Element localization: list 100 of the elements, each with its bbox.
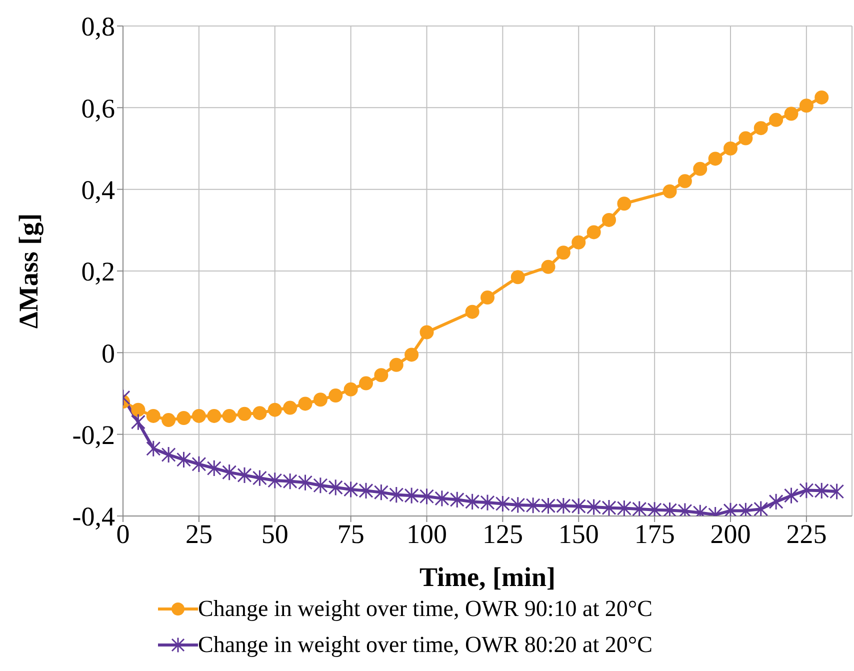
point xyxy=(465,493,480,510)
point xyxy=(799,98,814,113)
point xyxy=(404,348,419,362)
point xyxy=(359,376,373,390)
point xyxy=(830,482,844,500)
point xyxy=(617,196,632,211)
y-axis-title: ΔMass [g] xyxy=(14,213,44,329)
point xyxy=(693,162,708,176)
point xyxy=(298,396,312,411)
point xyxy=(389,358,404,372)
point xyxy=(784,487,798,504)
point xyxy=(541,260,556,274)
point xyxy=(268,472,282,490)
point xyxy=(754,121,768,136)
point xyxy=(616,500,632,516)
point xyxy=(131,402,146,417)
x-tick-label: 50 xyxy=(261,519,288,550)
y-tick-label: 0,8 xyxy=(81,12,115,42)
point xyxy=(176,411,191,425)
point xyxy=(146,440,161,458)
point xyxy=(237,466,252,484)
y-tick-label: 0 xyxy=(102,338,115,368)
point xyxy=(283,400,298,415)
legend-label: Change in weight over time, OWR 90:10 at 20°C xyxy=(198,596,652,622)
point xyxy=(328,388,343,403)
point xyxy=(814,482,829,500)
point xyxy=(192,456,206,473)
point xyxy=(404,487,419,504)
point xyxy=(708,152,722,166)
point xyxy=(556,246,570,260)
x-tick-label: 75 xyxy=(337,519,364,550)
point xyxy=(328,478,343,496)
point xyxy=(738,131,753,146)
point xyxy=(480,290,494,305)
point xyxy=(313,392,328,407)
point xyxy=(602,212,616,227)
point xyxy=(602,499,616,516)
x-tick-label: 175 xyxy=(634,519,675,550)
point xyxy=(238,406,252,421)
x-axis-title: Time, [min] xyxy=(420,562,556,592)
point xyxy=(434,490,450,507)
x-tick-label: 225 xyxy=(786,519,827,550)
point xyxy=(632,500,647,516)
point xyxy=(222,464,237,481)
point xyxy=(571,498,586,515)
point xyxy=(586,225,601,240)
y-tick-label: 0,2 xyxy=(81,256,115,287)
point xyxy=(480,494,495,512)
point xyxy=(465,304,480,319)
point xyxy=(586,498,602,516)
point xyxy=(769,112,784,127)
point xyxy=(541,497,556,514)
point xyxy=(724,142,738,156)
point xyxy=(313,476,328,494)
point xyxy=(358,482,374,500)
x-tick-label: 100 xyxy=(406,519,447,550)
point xyxy=(146,408,160,423)
point xyxy=(572,235,586,250)
point xyxy=(252,469,267,487)
point xyxy=(130,414,146,431)
point xyxy=(784,106,798,121)
legend-label: Change in weight over time, OWR 80:20 at 20°C xyxy=(198,632,652,658)
point xyxy=(252,406,267,420)
point xyxy=(526,496,540,514)
x-tick-label: 25 xyxy=(185,519,212,550)
point xyxy=(344,480,358,498)
x-tick-label: 150 xyxy=(558,519,599,550)
point xyxy=(814,90,829,104)
point xyxy=(420,325,434,340)
point xyxy=(268,402,282,417)
point xyxy=(799,482,814,499)
y-tick-label: -0,4 xyxy=(72,502,116,532)
y-tick-label: 0,6 xyxy=(81,93,115,124)
point xyxy=(510,496,526,514)
point xyxy=(420,488,434,505)
point xyxy=(222,408,236,423)
point xyxy=(374,484,388,501)
point xyxy=(192,408,206,423)
point xyxy=(162,413,176,428)
point xyxy=(206,460,222,477)
point xyxy=(389,486,404,504)
y-tick-label: 0,4 xyxy=(81,174,116,205)
point xyxy=(647,501,662,516)
y-tick-label: -0,2 xyxy=(72,420,115,450)
point xyxy=(298,474,312,492)
point xyxy=(176,451,191,468)
point xyxy=(450,491,464,508)
point xyxy=(495,495,510,512)
point xyxy=(282,472,298,490)
point xyxy=(510,270,525,284)
point xyxy=(374,368,388,382)
point xyxy=(754,500,768,516)
x-tick-label: 200 xyxy=(710,519,751,550)
point xyxy=(207,408,222,423)
point xyxy=(662,184,677,198)
point xyxy=(678,174,692,188)
point xyxy=(161,446,176,464)
point xyxy=(344,382,358,396)
x-tick-label: 125 xyxy=(482,519,523,550)
point xyxy=(556,497,571,514)
